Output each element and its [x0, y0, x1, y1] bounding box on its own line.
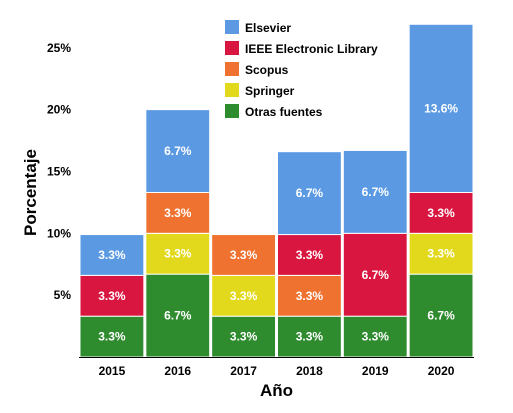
bar-segment-otras-fuentes-2020	[408, 273, 474, 358]
bar-segment-elsevier-2016	[145, 109, 211, 193]
bar-segment-ieee-electronic-library-2019	[342, 232, 408, 317]
bar-segment-scopus-2017	[211, 234, 277, 276]
legend-label: Otras fuentes	[245, 105, 323, 119]
legend-swatch	[225, 20, 239, 34]
y-axis-ticks: 5% 10% 15% 20% 25%	[47, 41, 71, 302]
x-axis-label: Año	[260, 381, 293, 400]
plot-area: 3.3% 6.7% 3.3% 3.3% 3.3% 6.7% 3.3% 3.3% 3.3% 3.3%…	[79, 23, 474, 358]
legend-swatch	[225, 83, 239, 97]
bar-segment-elsevier-2018	[277, 151, 342, 236]
x-axis-ticks: 2015 2016 2017 2018 2019 2020	[99, 364, 455, 378]
data-label: 3.3%	[296, 289, 324, 303]
data-label: 3.3%	[427, 247, 455, 261]
bar-segment-otras-fuentes-2015	[79, 315, 145, 358]
y-tick-label: 25%	[47, 41, 71, 55]
data-label: 3.3%	[230, 248, 258, 262]
legend-swatch	[225, 104, 239, 118]
y-tick-label: 5%	[54, 288, 72, 302]
x-tick-label: 2016	[164, 364, 191, 378]
bar-segment-scopus-2018	[277, 274, 342, 317]
x-tick-label: 2015	[99, 364, 126, 378]
x-tick-label: 2018	[296, 364, 323, 378]
bar-segment-scopus-2016	[145, 192, 211, 234]
bar-segment-elsevier-2015	[79, 234, 145, 276]
y-axis-label: Porcentaje	[21, 149, 40, 236]
data-label: 3.3%	[427, 206, 455, 220]
data-label: 6.7%	[362, 185, 390, 199]
y-tick-label: 20%	[47, 103, 71, 117]
data-label: 3.3%	[230, 330, 258, 344]
x-tick-label: 2017	[230, 364, 257, 378]
bar-segment-springer-2016	[145, 232, 211, 275]
data-label: 13.6%	[424, 101, 458, 115]
data-label: 3.3%	[296, 248, 324, 262]
bar-segment-elsevier-2020	[408, 23, 474, 193]
bar-segment-ieee-electronic-library-2015	[79, 274, 145, 317]
data-label: 3.3%	[296, 330, 324, 344]
data-label: 3.3%	[164, 206, 192, 220]
bar-segment-ieee-electronic-library-2020	[408, 192, 474, 234]
legend-label: Springer	[245, 84, 295, 98]
x-tick-label: 2019	[362, 364, 389, 378]
legend-swatch	[225, 41, 239, 55]
data-label: 6.7%	[164, 144, 192, 158]
bar-segment-ieee-electronic-library-2018	[277, 234, 342, 276]
legend: Elsevier IEEE Electronic Library Scopus Spr…	[225, 20, 378, 119]
legend-label: Scopus	[245, 63, 289, 77]
x-tick-label: 2020	[428, 364, 455, 378]
bar-segment-springer-2020	[408, 232, 474, 275]
data-label: 6.7%	[427, 309, 455, 323]
data-label: 3.3%	[98, 289, 126, 303]
legend-swatch	[225, 62, 239, 76]
bar-segment-elsevier-2019	[342, 149, 408, 234]
data-label: 3.3%	[98, 330, 126, 344]
data-label: 6.7%	[296, 186, 324, 200]
bar-segment-otras-fuentes-2019	[342, 315, 408, 358]
data-label: 6.7%	[164, 309, 192, 323]
data-label: 3.3%	[164, 247, 192, 261]
data-label: 3.3%	[230, 289, 258, 303]
data-label: 6.7%	[362, 268, 390, 282]
data-label: 3.3%	[98, 248, 126, 262]
data-label: 3.3%	[362, 330, 390, 344]
legend-label: Elsevier	[245, 21, 291, 35]
y-tick-label: 10%	[47, 226, 71, 240]
bar-segment-otras-fuentes-2017	[211, 315, 277, 358]
legend-label: IEEE Electronic Library	[245, 42, 378, 56]
y-tick-label: 15%	[47, 164, 71, 178]
